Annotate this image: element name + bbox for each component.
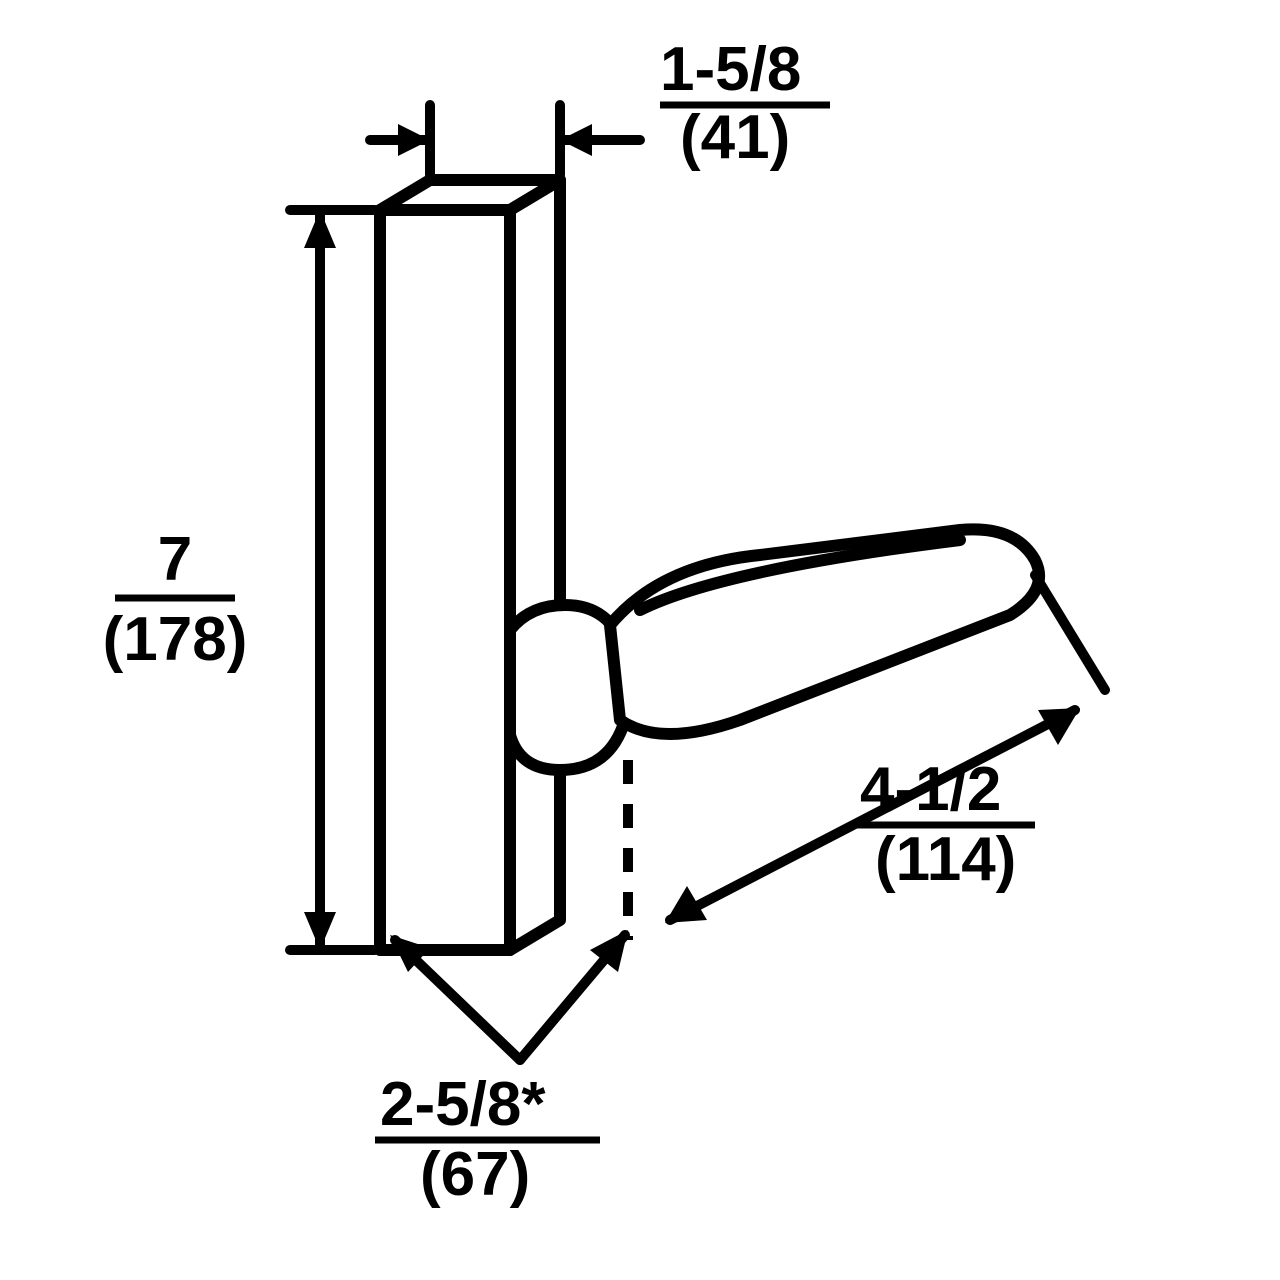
dim-backset-imperial: 2-5/8* <box>380 1070 546 1139</box>
dim-lever-metric: (114) <box>875 825 1016 894</box>
dim-width-metric: (41) <box>680 103 790 172</box>
dim-backset-metric: (67) <box>420 1140 530 1209</box>
dim-height <box>290 210 375 950</box>
dim-width-imperial: 1-5/8 <box>660 35 801 104</box>
dim-width <box>370 105 640 175</box>
dim-lever-imperial: 4-1/2 <box>860 755 1001 824</box>
dim-height-metric: (178) <box>103 605 248 674</box>
dim-height-imperial: 7 <box>158 525 192 594</box>
lever-handle <box>510 529 1039 770</box>
plate <box>380 180 560 950</box>
dimension-diagram: 1-5/8 (41) 7 (178) 4-1/2 (114) 2-5/8* (6… <box>0 0 1280 1280</box>
